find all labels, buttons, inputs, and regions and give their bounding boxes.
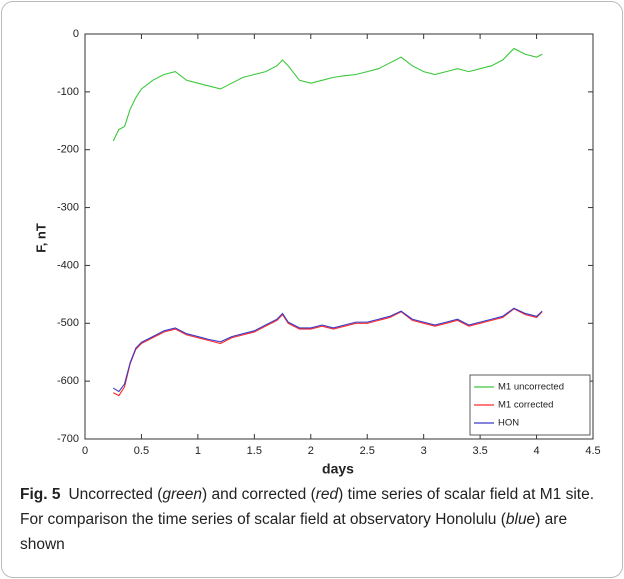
x-tick-label: 3.5 <box>472 445 487 457</box>
caption-text: ) time series of scalar field at M1 site… <box>20 486 595 528</box>
x-tick-label: 4.5 <box>585 445 600 457</box>
x-tick-label: 2 <box>308 445 314 457</box>
caption-text: green <box>162 486 203 503</box>
legend: M1 uncorrected M1 corrected HON <box>469 374 591 436</box>
y-tick-label: -100 <box>57 86 79 98</box>
y-tick-label: -200 <box>57 144 79 156</box>
legend-label: HON <box>498 418 519 429</box>
y-tick-label: -400 <box>57 259 79 271</box>
y-tick-label: -300 <box>57 201 79 213</box>
y-tick-label: -500 <box>57 317 79 329</box>
plot-area <box>85 34 593 439</box>
legend-label: M1 uncorrected <box>498 382 564 393</box>
caption-text: ) and corrected ( <box>202 486 316 503</box>
series-line <box>112 47 543 142</box>
caption-text: blue <box>505 511 536 528</box>
y-tick-label: -700 <box>57 433 79 445</box>
legend-label: M1 corrected <box>498 400 553 411</box>
x-tick-label: 4 <box>533 445 539 457</box>
plot-frame <box>84 33 594 440</box>
x-axis-label: days <box>322 461 354 477</box>
y-tick-label: -600 <box>57 375 79 387</box>
caption: Fig. 5 Uncorrected (green) and corrected … <box>20 482 610 557</box>
x-tick-label: 1 <box>195 445 201 457</box>
caption-text: red <box>315 486 339 503</box>
y-axis-label: F, nT <box>33 223 48 253</box>
x-tick-label: 0.5 <box>134 445 149 457</box>
chart: days F, nT 0 0.5 1 1.5 2 2.5 3 3.5 4 4.5 -700 -600 -… <box>33 28 600 477</box>
x-tick-label: 0 <box>82 445 88 457</box>
x-tick-label: 3 <box>421 445 427 457</box>
series-line <box>112 307 543 393</box>
caption-text: ) are shown <box>20 511 568 553</box>
x-tick-label: 1.5 <box>247 445 262 457</box>
caption-text: Uncorrected ( <box>68 486 163 503</box>
y-tick-label: 0 <box>73 28 79 40</box>
caption-label: Fig. 5 <box>20 486 61 503</box>
series-line <box>112 308 543 397</box>
x-tick-label: 2.5 <box>360 445 375 457</box>
